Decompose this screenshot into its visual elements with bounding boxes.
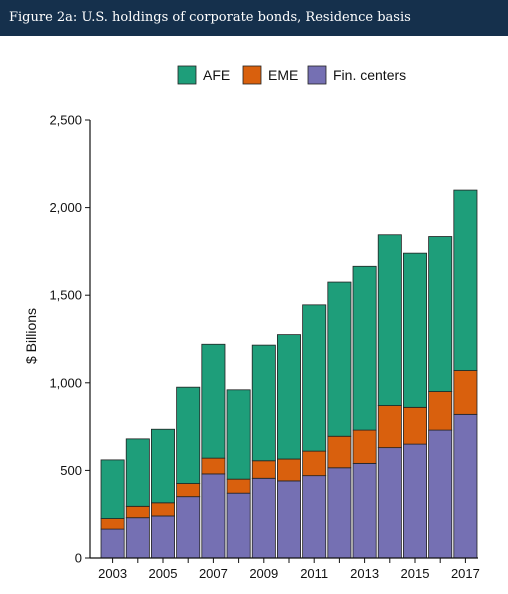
x-tick-label: 2015 (401, 566, 430, 581)
legend-label-eme: EME (268, 67, 298, 83)
bar-fin-centers-2008 (226, 492, 251, 559)
bar-fin-centers-2013 (352, 462, 377, 559)
y-tick-label: 1,000 (49, 375, 82, 390)
bar-afe-2012 (327, 281, 352, 437)
bar-eme-2008 (226, 478, 251, 494)
x-tick-label: 2007 (199, 566, 228, 581)
x-tick-label: 2003 (98, 566, 127, 581)
legend-label-fin-centers: Fin. centers (333, 67, 406, 83)
bar-eme-2012 (327, 435, 352, 469)
bar-fin-centers-2005 (151, 515, 175, 559)
x-tick-label: 2005 (149, 566, 178, 581)
bar-afe-2003 (100, 459, 125, 519)
bar-fin-centers-2012 (327, 467, 352, 559)
bar-afe-2016 (428, 236, 453, 392)
bar-fin-centers-2003 (100, 528, 125, 559)
bar-afe-2013 (352, 265, 377, 431)
bar-eme-2011 (302, 450, 327, 477)
bar-fin-centers-2006 (176, 496, 201, 559)
bar-afe-2017 (453, 189, 478, 371)
bar-fin-centers-2016 (428, 429, 453, 559)
bar-eme-2013 (352, 429, 377, 464)
bar-afe-2008 (226, 389, 251, 480)
x-tick-label: 2011 (300, 566, 328, 581)
bar-eme-2014 (377, 405, 402, 449)
bar-fin-centers-2011 (302, 475, 327, 559)
bars (100, 189, 478, 559)
x-tick-label: 2017 (451, 566, 480, 581)
y-tick-label: 2,500 (49, 113, 82, 128)
legend: AFE EME Fin. centers (177, 65, 406, 85)
x-tick-label: 2009 (249, 566, 278, 581)
bar-fin-centers-2015 (403, 443, 427, 559)
y-tick-label: 500 (60, 463, 82, 478)
bar-fin-centers-2009 (251, 477, 276, 559)
bar-afe-2010 (277, 334, 301, 460)
stacked-bar-chart: AFE EME Fin. centers 0 500 1,000 1,500 2,000 2,… (23, 65, 480, 582)
y-axis-label: $ Billions (23, 308, 39, 364)
bar-fin-centers-2007 (201, 473, 226, 559)
bar-eme-2006 (176, 483, 201, 498)
bar-eme-2010 (277, 458, 301, 482)
bar-eme-2003 (100, 518, 125, 530)
bar-afe-2014 (377, 234, 402, 406)
bar-eme-2005 (151, 502, 175, 517)
y-tick-label: 1,500 (49, 288, 82, 303)
x-tick-label: 2013 (350, 566, 379, 581)
axes: 0 500 1,000 1,500 2,000 2,500 2003 2005 2007 2009… (49, 113, 479, 582)
bar-fin-centers-2017 (453, 413, 478, 559)
bar-afe-2015 (403, 252, 427, 408)
bar-eme-2004 (125, 505, 150, 519)
bar-afe-2006 (176, 386, 201, 484)
bar-afe-2011 (302, 304, 327, 452)
bar-eme-2015 (403, 406, 427, 445)
bar-eme-2017 (453, 370, 478, 415)
legend-swatch-fin-centers (307, 65, 327, 85)
legend-swatch-eme (242, 65, 262, 85)
bar-eme-2007 (201, 457, 226, 475)
bar-fin-centers-2004 (125, 517, 150, 559)
y-tick-label: 2,000 (49, 200, 82, 215)
legend-label-afe: AFE (203, 67, 230, 83)
bar-eme-2009 (251, 460, 276, 479)
bar-fin-centers-2010 (277, 480, 301, 559)
bar-eme-2016 (428, 391, 453, 431)
bar-afe-2004 (125, 438, 150, 507)
bar-afe-2007 (201, 343, 226, 459)
bar-fin-centers-2014 (377, 447, 402, 559)
bar-afe-2005 (151, 428, 175, 504)
y-tick-label: 0 (75, 551, 82, 566)
bar-afe-2009 (251, 344, 276, 462)
legend-swatch-afe (177, 65, 197, 85)
figure-title: Figure 2a: U.S. holdings of corporate bo… (0, 0, 508, 36)
